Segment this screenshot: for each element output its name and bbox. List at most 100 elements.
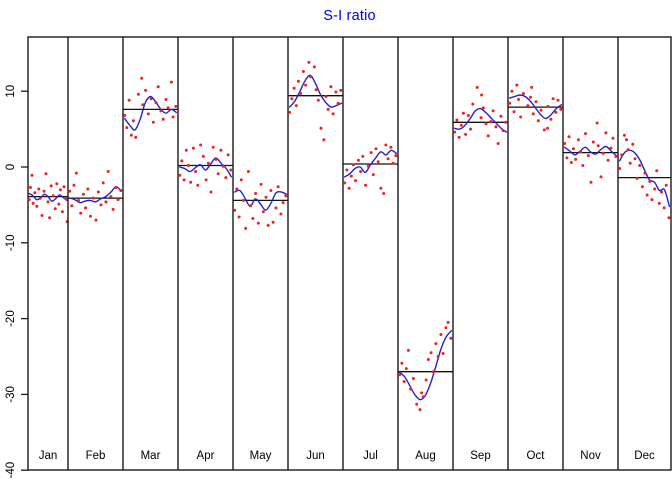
- month-label: Apr: [197, 450, 215, 462]
- scatter-point: [379, 186, 383, 190]
- smooth-line: [398, 330, 453, 401]
- scatter-point: [591, 140, 595, 144]
- scatter-point: [336, 101, 340, 105]
- scatter-point: [542, 128, 546, 132]
- month-panel-sep: Sep: [452, 37, 508, 470]
- scatter-point: [164, 98, 168, 101]
- scatter-point: [622, 133, 626, 137]
- scatter-point: [84, 206, 88, 210]
- scatter-point: [667, 216, 671, 220]
- scatter-point: [316, 98, 320, 102]
- scatter-point: [261, 210, 265, 214]
- scatter-point: [534, 100, 538, 104]
- smooth-line: [28, 192, 68, 202]
- scatter-point: [455, 118, 459, 122]
- scatter-point: [394, 154, 398, 158]
- scatter-point: [254, 192, 258, 195]
- scatter-point: [171, 115, 175, 119]
- scatter-point: [411, 377, 415, 380]
- scatter-point: [554, 110, 558, 114]
- scatter-point: [169, 80, 173, 84]
- scatter-point: [140, 76, 144, 80]
- scatter-point: [249, 204, 253, 208]
- y-tick-label: -30: [5, 386, 17, 403]
- scatter-point: [354, 179, 358, 183]
- scatter-point: [551, 97, 555, 101]
- scatter-point: [609, 146, 613, 150]
- scatter-point: [154, 101, 158, 105]
- scatter-point: [314, 88, 318, 92]
- scatter-point: [664, 183, 668, 187]
- scatter-point: [94, 218, 98, 222]
- scatter-point: [161, 117, 165, 121]
- smooth-line: [288, 74, 343, 108]
- month-panel-feb: Feb: [67, 37, 123, 470]
- scatter-point: [221, 164, 225, 168]
- scatter-point: [559, 107, 563, 111]
- scatter-point: [40, 214, 44, 217]
- scatter-point: [469, 127, 473, 131]
- scatter-point: [319, 126, 323, 130]
- y-tick-label: 0: [5, 164, 17, 170]
- scatter-point: [606, 158, 610, 162]
- scatter-point: [329, 85, 333, 89]
- month-panel-apr: Apr: [177, 37, 233, 470]
- scatter-point: [359, 170, 363, 173]
- scatter-point: [60, 210, 64, 214]
- scatter-point: [620, 153, 624, 157]
- scatter-point: [31, 201, 35, 205]
- scatter-point: [382, 192, 386, 195]
- scatter-point: [46, 200, 50, 204]
- month-label: Jan: [39, 450, 58, 462]
- scatter-point: [204, 178, 208, 182]
- scatter-point: [655, 169, 659, 173]
- smooth-line: [124, 95, 177, 131]
- scatter-point: [439, 333, 443, 336]
- scatter-point: [508, 101, 512, 105]
- scatter-point: [645, 193, 649, 197]
- scatter-point: [479, 116, 483, 120]
- scatter-point: [125, 126, 129, 130]
- scatter-point: [441, 352, 445, 355]
- scatter-point: [199, 143, 203, 147]
- scatter-point: [489, 120, 493, 123]
- scatter-point: [415, 402, 419, 406]
- scatter-point: [574, 157, 578, 161]
- scatter-point: [57, 202, 61, 206]
- scatter-point: [38, 196, 42, 200]
- scatter-point: [182, 178, 186, 182]
- month-panel-jul: Jul: [342, 37, 398, 470]
- scatter-point: [224, 176, 228, 180]
- scatter-point: [576, 138, 580, 142]
- scatter-point: [279, 212, 283, 216]
- scatter-point: [299, 92, 303, 95]
- scatter-point: [565, 156, 569, 160]
- scatter-point: [131, 119, 135, 123]
- scatter-point: [436, 355, 440, 358]
- scatter-point: [239, 178, 243, 182]
- scatter-point: [180, 159, 184, 163]
- scatter-point: [269, 189, 273, 192]
- scatter-point: [33, 191, 37, 195]
- scatter-point: [526, 104, 530, 108]
- scatter-point: [324, 95, 328, 98]
- scatter-point: [281, 201, 285, 205]
- scatter-point: [68, 189, 72, 193]
- scatter-point: [504, 120, 508, 124]
- scatter-point: [475, 85, 479, 89]
- scatter-point: [89, 214, 92, 218]
- month-panel-jan: Jan: [27, 172, 69, 462]
- scatter-point: [494, 125, 498, 129]
- scatter-point: [55, 182, 59, 186]
- scatter-point: [114, 186, 118, 189]
- month-label: Sep: [470, 450, 490, 462]
- scatter-point: [246, 170, 250, 173]
- scatter-point: [625, 138, 628, 142]
- scatter-point: [391, 161, 395, 165]
- plot-box: [27, 36, 672, 471]
- smooth-line: [508, 94, 563, 120]
- scatter-point: [539, 108, 543, 112]
- smooth-line: [234, 189, 288, 211]
